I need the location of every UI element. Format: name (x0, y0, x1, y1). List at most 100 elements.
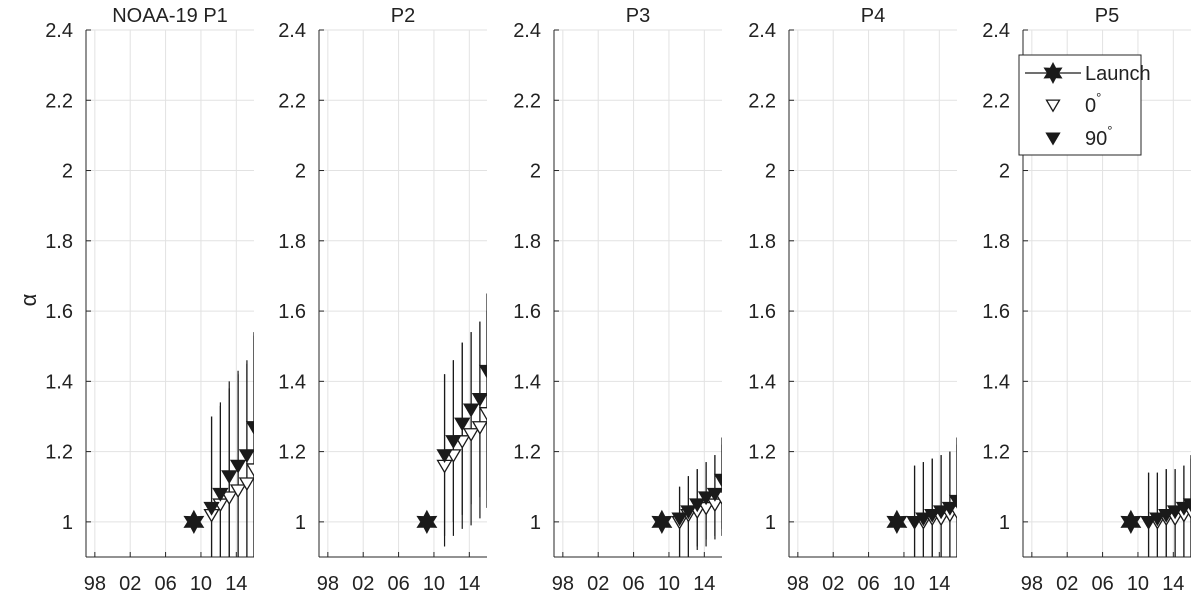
y-tick-label: 1.4 (45, 371, 73, 393)
point-90deg (924, 508, 941, 523)
legend-marker-90deg (1045, 132, 1061, 146)
point-90deg (915, 512, 932, 527)
point-0deg (229, 484, 247, 499)
point-90deg (212, 487, 229, 502)
x-tick-label: 14 (458, 573, 480, 595)
point-90deg (1182, 498, 1191, 513)
point-90deg (454, 417, 471, 432)
panel-4: 1 1.2 1.4 1.6 1.8 2 2.2 2.4 98 02 06 10 14 P4 (748, 5, 957, 595)
launch-marker (416, 509, 438, 534)
legend-box (1018, 54, 1142, 156)
point-0deg (245, 463, 254, 478)
y-tick-label: 2.2 (278, 90, 306, 112)
plot-area (554, 30, 722, 557)
point-0deg (221, 491, 238, 506)
launch-marker (1120, 509, 1142, 534)
y-tick-label: 1.6 (278, 301, 306, 323)
x-tick-label: 02 (587, 573, 609, 595)
point-90deg (948, 494, 957, 509)
point-90deg (221, 470, 238, 485)
y-tick-label: 1.2 (278, 442, 306, 464)
point-90deg (471, 392, 487, 407)
point-0deg (713, 491, 722, 506)
point-90deg (436, 449, 453, 464)
panel-title: P4 (861, 5, 885, 27)
y-tick-label: 2 (765, 161, 776, 183)
x-tick-label: 14 (1162, 573, 1184, 595)
y-tick-label: 2 (999, 161, 1010, 183)
x-tick-label: 02 (119, 573, 141, 595)
x-tick-label: 06 (622, 573, 644, 595)
x-tick-label: 06 (154, 573, 176, 595)
y-tick-label: 2.2 (45, 90, 73, 112)
y-tick-label: 2.4 (278, 20, 306, 42)
x-tick-label: 02 (822, 573, 844, 595)
panel-3: 1 1.2 1.4 1.6 1.8 2 2.2 2.4 98 02 06 10 14 P3 (513, 5, 722, 595)
point-90deg (245, 421, 254, 435)
x-tick-label: 10 (893, 573, 915, 595)
launch-marker (886, 509, 908, 534)
y-tick-label: 1.8 (278, 231, 306, 253)
y-tick-label: 1.4 (748, 371, 776, 393)
y-tick-label: 1.4 (982, 371, 1010, 393)
point-90deg (697, 491, 715, 506)
y-tick-label: 2.4 (982, 20, 1010, 42)
panel-title: NOAA-19 P1 (112, 5, 228, 27)
legend-label: Launch (1085, 63, 1151, 85)
data-layer (416, 293, 487, 547)
point-90deg (941, 501, 957, 516)
x-tick-label: 06 (387, 573, 409, 595)
y-tick-label: 1.2 (45, 442, 73, 464)
y-axis-label: α (16, 293, 41, 306)
point-0deg (238, 477, 254, 492)
y-tick-label: 2.2 (513, 90, 541, 112)
x-tick-label: 10 (423, 573, 445, 595)
point-90deg (1166, 505, 1184, 520)
y-tick-label: 2.4 (513, 20, 541, 42)
point-90deg (229, 459, 247, 474)
point-90deg (445, 435, 462, 449)
data-layer (651, 437, 722, 557)
y-tick-label: 1 (765, 512, 776, 534)
y-tick-label: 1.6 (748, 301, 776, 323)
x-tick-label: 98 (787, 573, 809, 595)
point-90deg (680, 505, 697, 520)
y-tick-label: 1 (530, 512, 541, 534)
point-90deg (906, 515, 923, 530)
point-0deg (471, 421, 487, 435)
y-tick-label: 1.6 (982, 301, 1010, 323)
point-90deg (1158, 508, 1175, 523)
y-tick-label: 1.2 (748, 442, 776, 464)
panel-title: P5 (1095, 5, 1119, 27)
launch-marker (183, 509, 205, 534)
data-layer (886, 437, 957, 557)
point-90deg (462, 403, 480, 418)
point-90deg (1140, 515, 1157, 530)
y-tick-label: 2.2 (982, 90, 1010, 112)
data-layer (1120, 455, 1191, 557)
point-90deg (1149, 512, 1166, 527)
point-0deg (462, 428, 480, 442)
plot-area (319, 30, 487, 557)
x-tick-label: 10 (190, 573, 212, 595)
x-tick-label: 10 (1127, 573, 1149, 595)
panel-title: P2 (391, 5, 415, 27)
x-tick-label: 06 (1091, 573, 1113, 595)
y-tick-label: 1.8 (982, 231, 1010, 253)
x-tick-label: 14 (225, 573, 247, 595)
point-90deg (203, 501, 220, 516)
x-tick-label: 98 (84, 573, 106, 595)
panel-1: 1 1.2 1.4 1.6 1.8 2 2.2 2.4 98 02 06 10 14 NOAA-19 P1 (45, 5, 254, 595)
point-90deg (671, 512, 688, 527)
y-tick-label: 2 (530, 161, 541, 183)
launch-marker (651, 509, 673, 534)
x-tick-label: 02 (352, 573, 374, 595)
y-tick-label: 1.2 (513, 442, 541, 464)
y-tick-label: 2 (295, 161, 306, 183)
y-tick-label: 1.4 (278, 371, 306, 393)
y-tick-label: 1.8 (45, 231, 73, 253)
x-tick-label: 10 (658, 573, 680, 595)
panel-2: 1 1.2 1.4 1.6 1.8 2 2.2 2.4 98 02 06 10 14 P2 (278, 5, 487, 595)
